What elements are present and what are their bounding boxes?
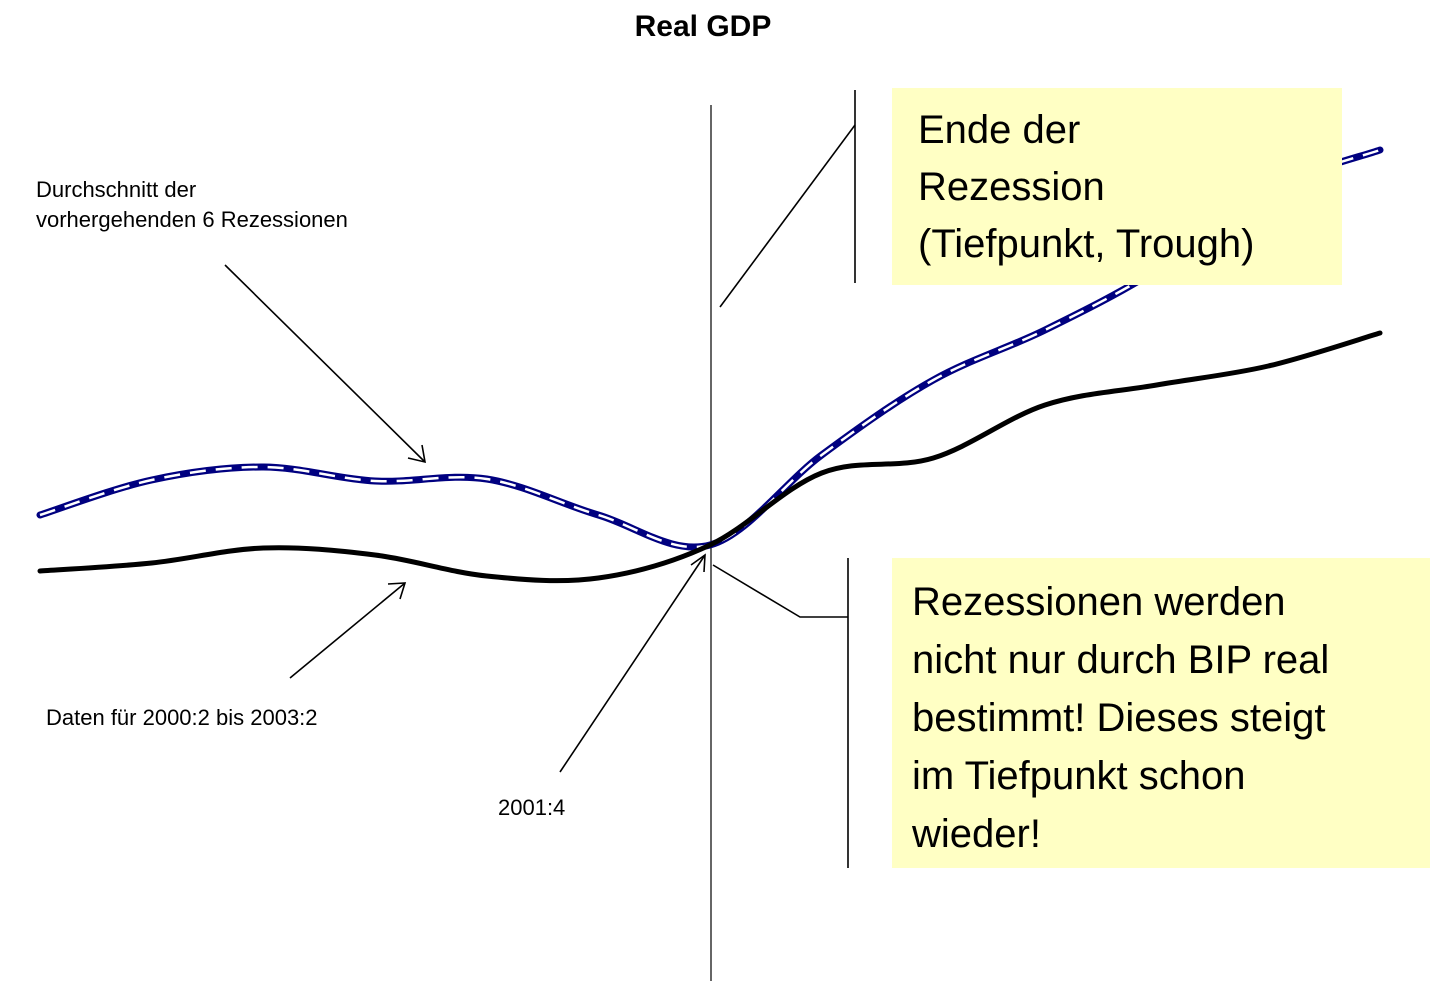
chart-title: Real GDP: [635, 10, 772, 43]
callout-line: [712, 564, 848, 618]
arrow: [559, 554, 706, 773]
arrows: [224, 90, 856, 868]
callout-line: [719, 124, 856, 308]
arrow: [224, 264, 426, 463]
x-tick-label: 2001:4: [498, 795, 566, 820]
arrow-head: [407, 444, 426, 464]
series-label: Daten für 2000:2 bis 2003:2: [46, 705, 318, 730]
arrow-head: [690, 553, 706, 573]
series-line: [37, 330, 1383, 584]
arrow-head: [387, 582, 407, 600]
annotation-box: Ende der Rezession (Tiefpunkt, Trough): [892, 88, 1342, 285]
series-label: Durchschnitt der vorhergehenden 6 Rezess…: [36, 177, 348, 232]
arrow: [289, 582, 406, 679]
annotation-box: Rezessionen werden nicht nur durch BIP r…: [892, 558, 1430, 868]
